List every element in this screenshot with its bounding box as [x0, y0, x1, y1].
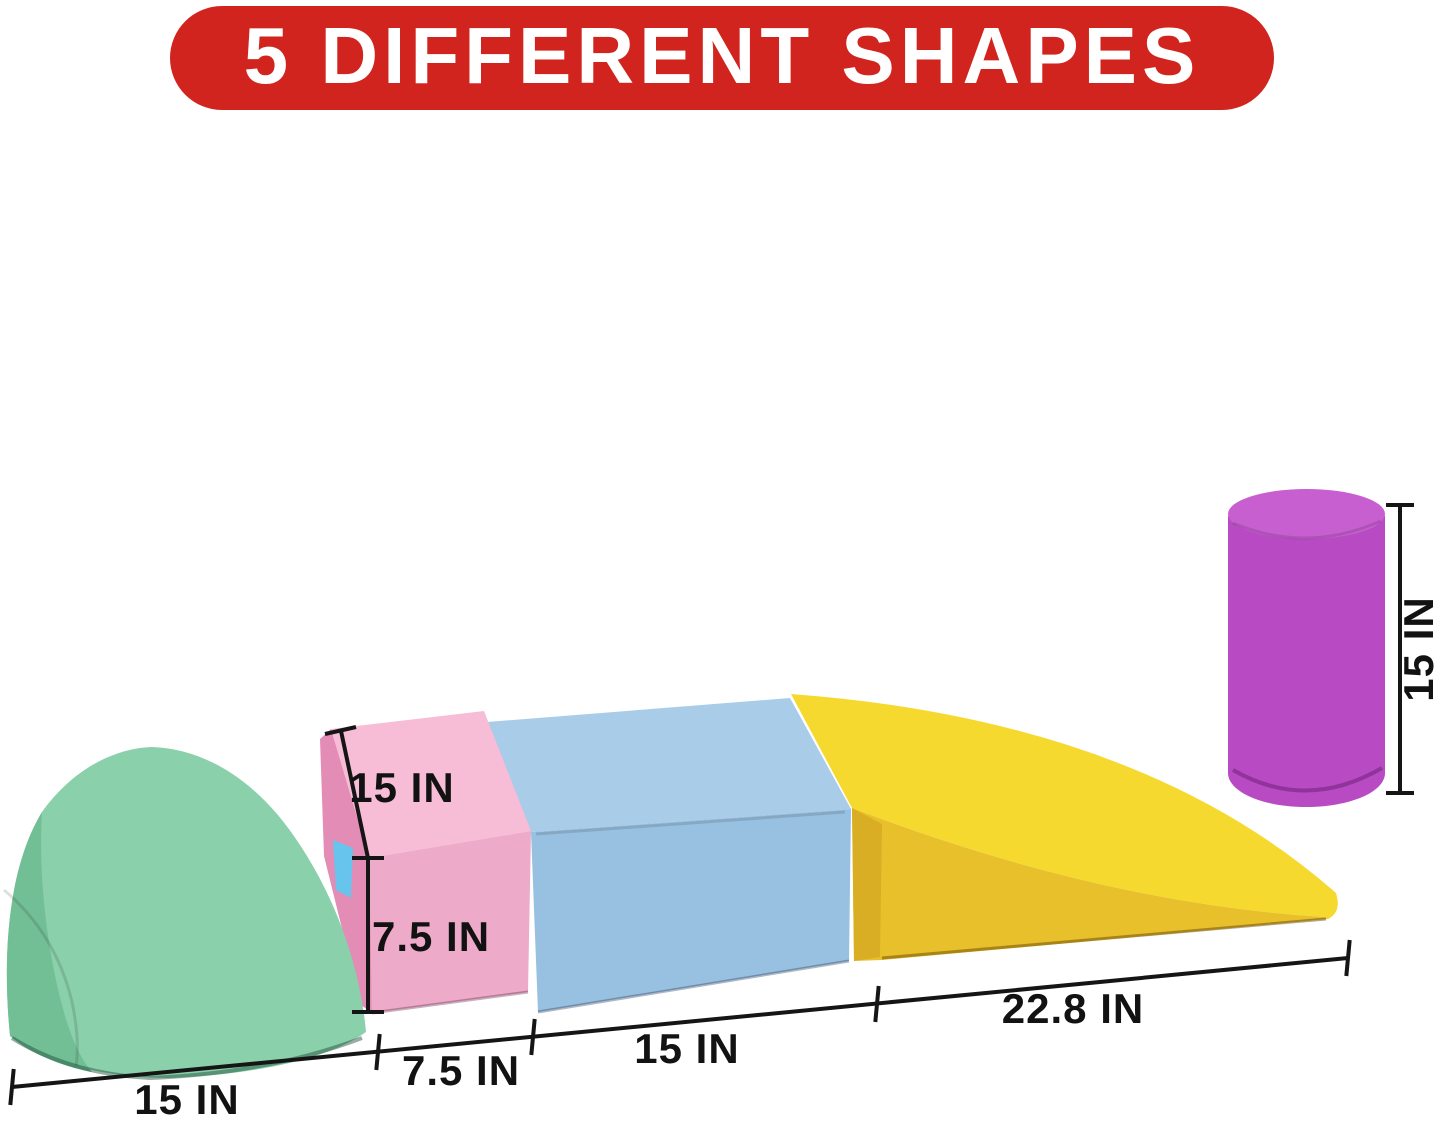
block-width-label: 15 IN [634, 1025, 739, 1072]
cylinder-top-seam [1232, 519, 1382, 540]
wedge-slope-face [791, 694, 1338, 919]
wedge-length-label: 22.8 IN [1002, 985, 1144, 1032]
banner-label: 5 DIFFERENT SHAPES [243, 11, 1201, 100]
block-bottom-edge [537, 959, 850, 1014]
cylinder-bottom-edge [1232, 766, 1384, 793]
cube-height-label: 7.5 IN [372, 913, 490, 960]
title-banner: 5 DIFFERENT SHAPES [170, 6, 1274, 110]
half-cylinder-body [6, 747, 367, 1078]
wedge-front-face [852, 808, 1328, 961]
block-shape [487, 698, 851, 1014]
cube-depth-label: 15 IN [349, 764, 454, 811]
dimension-labels: 15 IN 7.5 IN 15 IN 22.8 IN 15 IN 7.5 IN … [134, 596, 1442, 1121]
half-cylinder-end-face [6, 812, 93, 1072]
bottom-tick-2 [529, 1018, 537, 1056]
cylinder-shape [1228, 489, 1385, 807]
cube-tick-top [324, 725, 357, 736]
bottom-tick-1 [374, 1033, 382, 1071]
blue-gap-piece [333, 840, 353, 898]
cylinder-height-label: 15 IN [1395, 596, 1442, 701]
bottom-tick-3 [873, 985, 881, 1023]
wedge-shape [791, 694, 1338, 961]
cube-top-face [331, 711, 531, 858]
cylinder-body [1228, 516, 1385, 807]
cube-width-label: 7.5 IN [402, 1047, 520, 1094]
bottom-tick-4 [1344, 939, 1352, 977]
half-cylinder-width-label: 15 IN [134, 1076, 239, 1121]
half-cylinder-seam [3, 888, 79, 1067]
block-top-seam [535, 810, 846, 836]
wedge-bottom-edge [881, 917, 1327, 960]
half-cylinder-bottom-edge [10, 1036, 363, 1081]
bottom-tick-0 [8, 1068, 16, 1106]
block-front-face [531, 809, 851, 1012]
cylinder-top-face [1228, 489, 1385, 539]
block-top-face [487, 698, 851, 832]
half-cylinder-shape [3, 747, 367, 1081]
cube-front-face [369, 831, 531, 1013]
cube-bottom-edge [371, 990, 529, 1015]
bottom-dimension-line [11, 956, 1349, 1089]
dimension-lines [8, 503, 1414, 1106]
wedge-shadow-strip [852, 808, 882, 961]
